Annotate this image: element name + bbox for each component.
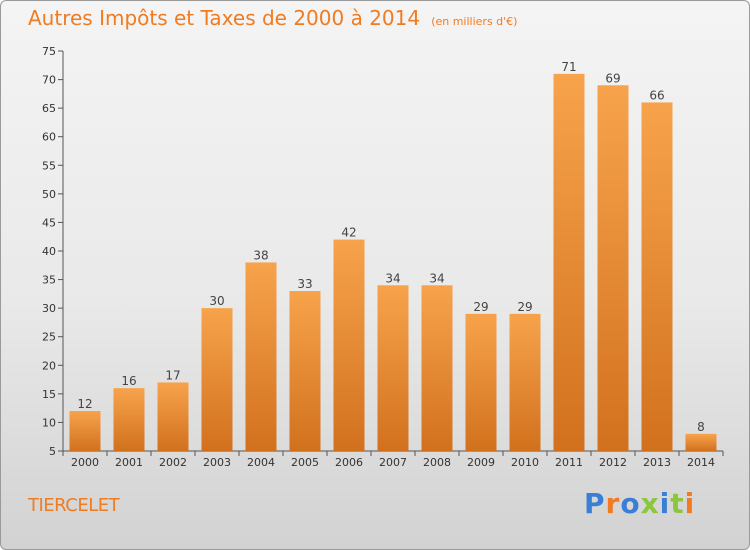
logo-letter: P (584, 487, 606, 520)
bar-2012 (597, 85, 629, 452)
chart-title: Autres Impôts et Taxes de 2000 à 2014 (28, 6, 421, 30)
chart-axes: 5 10 15 20 25 30 35 40 45 50 55 60 65 70 75 (42, 45, 724, 458)
y-tick-label: 70 (42, 74, 56, 87)
logo-letter: t (670, 487, 685, 520)
bar-2000 (69, 411, 101, 451)
data-label-2003: 30 (209, 294, 224, 308)
bar-2013 (641, 102, 673, 451)
bar-2002 (157, 382, 189, 451)
x-tick-label: 2000 (71, 456, 99, 469)
y-tick-label: 5 (49, 445, 56, 458)
data-label-2012: 69 (605, 71, 620, 85)
x-tick-label: 2012 (599, 456, 627, 469)
x-tick-label: 2011 (555, 456, 583, 469)
data-label-2014: 8 (697, 420, 705, 434)
x-tick-label: 2013 (643, 456, 671, 469)
y-tick-label: 60 (42, 131, 56, 144)
y-tick-label: 55 (42, 159, 56, 172)
x-tick-label: 2005 (291, 456, 319, 469)
chart-bars (69, 73, 717, 452)
y-tick-label: 30 (42, 302, 56, 315)
data-label-2006: 42 (341, 226, 356, 240)
chart-labels: 2000 12 2001 16 2002 17 2003 30 2004 38 2005 33 2006… (71, 60, 715, 469)
x-tick-label: 2003 (203, 456, 231, 469)
y-tick-label: 75 (42, 45, 56, 58)
x-tick-label: 2006 (335, 456, 363, 469)
data-label-2011: 71 (561, 60, 576, 74)
x-tick-label: 2001 (115, 456, 143, 469)
y-tick-label: 65 (42, 102, 56, 115)
x-tick-label: 2014 (687, 456, 715, 469)
data-label-2008: 34 (429, 271, 444, 285)
data-label-2013: 66 (649, 88, 664, 102)
bar-2005 (289, 291, 321, 451)
data-label-2002: 17 (165, 368, 180, 382)
data-label-2010: 29 (517, 300, 532, 314)
x-tick-label: 2007 (379, 456, 407, 469)
data-label-2000: 12 (77, 397, 92, 411)
bar-2010 (509, 313, 541, 451)
logo-letter: x (640, 487, 660, 520)
y-tick-label: 45 (42, 216, 56, 229)
logo-letter: o (620, 487, 641, 520)
bar-2011 (553, 73, 585, 451)
logo-letter: r (605, 487, 621, 520)
y-tick-label: 10 (42, 416, 56, 429)
y-tick-label: 25 (42, 331, 56, 344)
chart-header: Autres Impôts et Taxes de 2000 à 2014 (e… (28, 6, 517, 30)
logo-letter: i (684, 487, 696, 520)
chart-subtitle: (en milliers d'€) (431, 15, 518, 28)
y-tick-label: 40 (42, 245, 56, 258)
y-tick-label: 50 (42, 188, 56, 201)
data-label-2004: 38 (253, 248, 268, 262)
logo-letter: i (659, 487, 671, 520)
bar-2004 (245, 262, 277, 451)
bar-2009 (465, 313, 497, 451)
y-tick-label: 20 (42, 359, 56, 372)
bar-2007 (377, 285, 409, 451)
y-tick-label: 15 (42, 388, 56, 401)
y-tick-label: 35 (42, 274, 56, 287)
x-tick-label: 2008 (423, 456, 451, 469)
x-tick-label: 2009 (467, 456, 495, 469)
x-tick-label: 2010 (511, 456, 539, 469)
data-label-2005: 33 (297, 277, 312, 291)
bar-2014 (685, 433, 717, 451)
bar-2008 (421, 285, 453, 451)
data-label-2009: 29 (473, 300, 488, 314)
bar-2001 (113, 388, 145, 451)
commune-name: TIERCELET (28, 495, 120, 516)
bar-2003 (201, 308, 233, 451)
proxiti-logo: Proxiti (584, 487, 695, 520)
data-label-2001: 16 (121, 374, 136, 388)
x-tick-label: 2004 (247, 456, 275, 469)
x-tick-label: 2002 (159, 456, 187, 469)
bar-2006 (333, 239, 365, 451)
data-label-2007: 34 (385, 271, 400, 285)
